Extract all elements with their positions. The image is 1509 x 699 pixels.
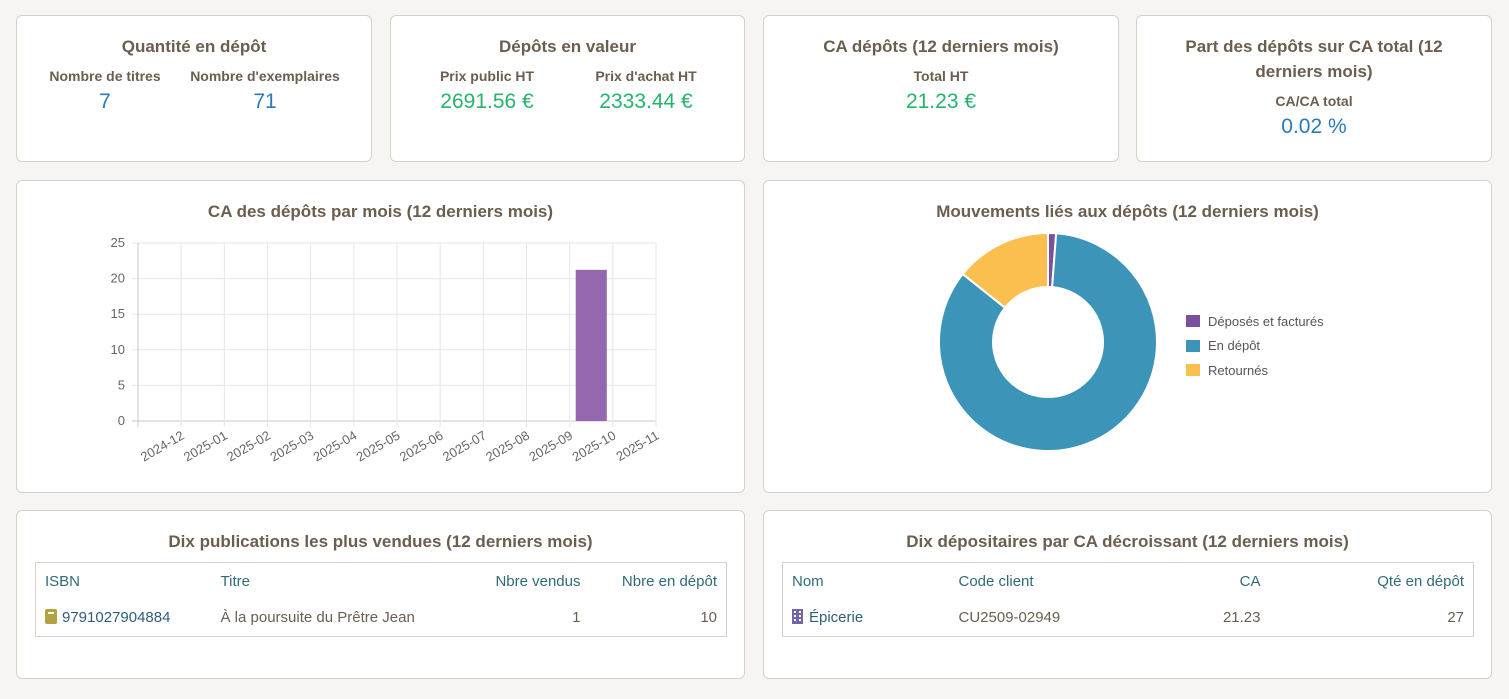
legend-label: Déposés et facturés <box>1208 313 1324 329</box>
stat-label: Nombre de titres <box>49 68 161 84</box>
col-nbre-en-depot[interactable]: Nbre en dépôt <box>621 572 717 590</box>
card-title: CA dépôts (12 derniers mois) <box>823 37 1059 56</box>
col-code-client[interactable]: Code client <box>958 572 1034 590</box>
legend-item[interactable]: Déposés et facturés <box>1186 309 1324 334</box>
col-isbn[interactable]: ISBN <box>45 572 81 590</box>
stat-label: Total HT <box>913 68 969 84</box>
cell-ca: 21.23 <box>1222 609 1261 627</box>
cell-depot: 10 <box>700 609 717 627</box>
cell-isbn[interactable]: 9791027904884 <box>36 600 212 637</box>
chart-legend: Déposés et facturés En dépôt Retournés <box>1186 309 1324 383</box>
book-icon <box>45 609 57 625</box>
depositaire-link[interactable]: Épicerie <box>809 609 864 627</box>
cell-vendus: 1 <box>572 609 581 627</box>
col-nom[interactable]: Nom <box>792 572 824 590</box>
x-tick-label: 2025-01 <box>181 428 230 465</box>
donut-slice[interactable] <box>961 231 1049 310</box>
x-tick-label: 2025-08 <box>483 428 532 465</box>
stat-total-ht: Total HT 21.23 € <box>764 68 1118 114</box>
donut-chart-card: Mouvements liés aux dépôts (12 derniers … <box>763 180 1492 493</box>
building-icon <box>792 609 803 625</box>
col-ca[interactable]: CA <box>1239 572 1261 590</box>
stat-label: Nombre d'exemplaires <box>190 68 340 84</box>
top-publications-card: Dix publications les plus vendues (12 de… <box>16 510 745 679</box>
legend-swatch <box>1186 339 1200 352</box>
stat-card-part: Part des dépôts sur CA total (12 dernier… <box>1136 15 1492 162</box>
stat-prix-achat: Prix d'achat HT 2333.44 € <box>581 68 711 114</box>
chart-title: Mouvements liés aux dépôts (12 derniers … <box>936 202 1319 221</box>
legend-swatch <box>1186 364 1200 377</box>
card-title: Quantité en dépôt <box>121 37 267 56</box>
cell-code-client: CU2509-02949 <box>958 609 1061 627</box>
stat-value: 2691.56 € <box>440 90 534 113</box>
stat-value: 2333.44 € <box>599 90 693 113</box>
col-nbre-vendus[interactable]: Nbre vendus <box>495 572 581 590</box>
table-title: Dix publications les plus vendues (12 de… <box>168 532 593 551</box>
stat-value: 71 <box>253 90 277 113</box>
stat-label: Prix d'achat HT <box>595 68 697 84</box>
x-tick-label: 2025-10 <box>570 428 619 465</box>
chart-title: CA des dépôts par mois (12 derniers mois… <box>207 202 554 221</box>
y-tick-label: 10 <box>111 342 125 357</box>
stat-label: CA/CA total <box>1275 93 1353 109</box>
donut-slice[interactable] <box>938 232 1158 452</box>
x-tick-label: 2025-05 <box>354 428 403 465</box>
donut-chart <box>938 231 1158 452</box>
publications-table: ISBN Titre Nbre vendus Nbre en dépôt 979… <box>35 562 727 637</box>
x-tick-label: 2025-06 <box>397 428 446 465</box>
stat-card-valeur: Dépôts en valeur Prix public HT 2691.56 … <box>390 15 745 162</box>
table-row: 9791027904884 À la poursuite du Prêtre J… <box>36 600 727 637</box>
x-tick-label: 2025-07 <box>440 428 489 465</box>
legend-label: Retournés <box>1208 362 1268 378</box>
stat-exemplaires: Nombre d'exemplaires 71 <box>185 68 345 114</box>
stat-value: 0.02 % <box>1281 115 1347 138</box>
stat-prix-public: Prix public HT 2691.56 € <box>427 68 547 114</box>
card-title: Part des dépôts sur CA total (12 dernier… <box>1137 34 1491 84</box>
y-tick-label: 20 <box>111 271 125 286</box>
bar-chart-card: CA des dépôts par mois (12 derniers mois… <box>16 180 745 493</box>
x-tick-label: 2025-11 <box>614 428 662 464</box>
stat-card-ca: CA dépôts (12 derniers mois) Total HT 21… <box>763 15 1119 162</box>
stat-titres: Nombre de titres 7 <box>45 68 165 114</box>
table-row: Épicerie CU2509-02949 21.23 27 <box>783 600 1474 637</box>
cell-nom[interactable]: Épicerie <box>783 600 950 637</box>
y-tick-label: 25 <box>111 235 125 250</box>
stat-card-quantite: Quantité en dépôt Nombre de titres 7 Nom… <box>16 15 372 162</box>
x-tick-label: 2025-09 <box>526 428 575 465</box>
col-qte-en-depot[interactable]: Qté en dépôt <box>1377 572 1464 590</box>
cell-qte: 27 <box>1447 609 1464 627</box>
legend-item[interactable]: Retournés <box>1186 358 1324 383</box>
x-tick-label: 2024-12 <box>138 428 187 465</box>
stat-value: 7 <box>99 90 111 113</box>
card-title-line: Part des dépôts sur CA total (12 <box>1185 37 1443 56</box>
table-header-row: Nom Code client CA Qté en dépôt <box>783 563 1474 600</box>
x-tick-label: 2025-04 <box>311 428 360 465</box>
card-title-line: derniers mois) <box>1255 62 1373 81</box>
stat-ca-ratio: CA/CA total 0.02 % <box>1137 93 1491 139</box>
legend-swatch <box>1186 315 1200 328</box>
stat-label: Prix public HT <box>439 68 535 84</box>
top-depositaires-card: Dix dépositaires par CA décroissant (12 … <box>763 510 1492 679</box>
y-tick-label: 5 <box>118 377 125 392</box>
card-title: Dépôts en valeur <box>499 37 636 56</box>
isbn-link[interactable]: 9791027904884 <box>62 609 171 627</box>
bar-chart: 05101520252024-122025-012025-022025-0320… <box>111 235 662 465</box>
x-tick-label: 2025-02 <box>224 428 273 465</box>
stat-value: 21.23 € <box>905 90 977 113</box>
x-tick-label: 2025-03 <box>267 428 316 465</box>
bar[interactable] <box>575 269 607 421</box>
legend-item[interactable]: En dépôt <box>1186 334 1324 359</box>
table-header-row: ISBN Titre Nbre vendus Nbre en dépôt <box>36 563 727 600</box>
y-tick-label: 0 <box>118 413 125 428</box>
col-titre[interactable]: Titre <box>220 572 250 590</box>
table-title: Dix dépositaires par CA décroissant (12 … <box>906 532 1349 551</box>
cell-titre: À la poursuite du Prêtre Jean <box>220 609 415 627</box>
depositaires-table: Nom Code client CA Qté en dépôt Épicerie… <box>782 562 1474 637</box>
legend-label: En dépôt <box>1208 338 1261 354</box>
y-tick-label: 15 <box>111 306 125 321</box>
